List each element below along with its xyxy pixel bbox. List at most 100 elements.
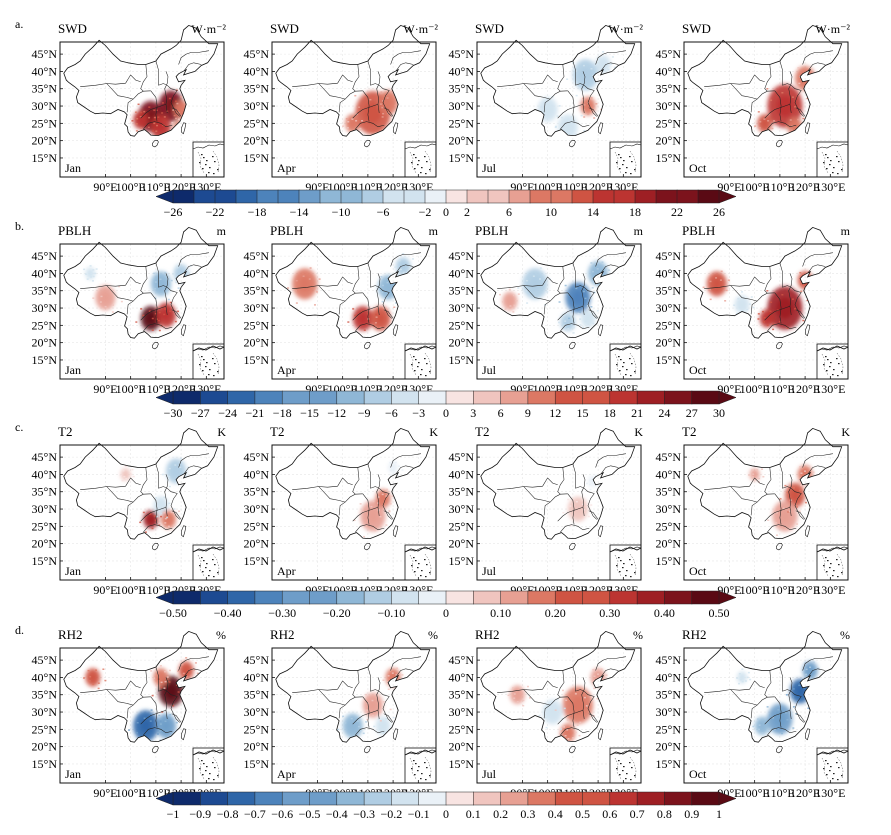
colorbar-segment	[636, 590, 665, 605]
colorbar-segment	[582, 390, 611, 405]
speckle	[564, 735, 567, 737]
speckle	[164, 522, 167, 524]
province-border	[171, 309, 182, 319]
speckle	[308, 278, 311, 280]
province-border	[774, 90, 782, 122]
speckle	[781, 732, 784, 735]
province-border	[807, 62, 826, 72]
province-border	[547, 276, 558, 285]
province-border	[140, 104, 167, 119]
speckle	[374, 322, 377, 324]
province-border	[342, 477, 353, 486]
speckle	[371, 714, 374, 717]
lon-tick-label: 90°E	[717, 180, 741, 194]
speckle	[572, 737, 575, 739]
inset-island	[823, 565, 825, 567]
province-border	[782, 285, 802, 293]
speckle	[766, 706, 769, 708]
province-border	[292, 276, 343, 289]
anomaly-core	[752, 471, 758, 478]
speckle	[139, 127, 142, 129]
china-outline	[480, 24, 636, 137]
speckle	[792, 696, 795, 698]
speckle	[750, 296, 753, 298]
colorbar-tick-label: 0	[443, 406, 449, 420]
speckle	[519, 686, 522, 689]
speckle	[359, 503, 362, 505]
lat-tick-label: 25°N	[244, 722, 270, 736]
colorbar-tick-label: −0.4	[326, 807, 348, 821]
colorbar-tick-label: 22	[671, 205, 683, 219]
colorbar-tick-label: 15	[577, 406, 589, 420]
colorbar-tick-label: 26	[713, 205, 725, 219]
inset-island	[829, 366, 831, 368]
lat-tick-label: 30°N	[32, 99, 58, 113]
province-border	[523, 689, 551, 706]
speckle	[773, 728, 776, 730]
inset-island	[825, 356, 827, 358]
province-border	[523, 83, 551, 100]
inset-island	[212, 762, 214, 764]
anomaly-core	[570, 695, 586, 715]
lat-tick-label: 20°N	[32, 537, 58, 551]
panel-unit: m	[841, 224, 851, 238]
province-border	[352, 306, 379, 321]
inset-island	[616, 162, 618, 164]
lat-tick-label: 20°N	[449, 336, 475, 350]
inset-island	[213, 173, 215, 175]
lat-tick-label: 35°N	[32, 284, 58, 298]
panel-variable: RH2	[475, 627, 500, 642]
speckle	[752, 473, 755, 475]
speckle	[353, 519, 356, 522]
inset-island	[415, 763, 417, 765]
month-label: Jan	[65, 564, 81, 578]
province-border	[143, 121, 173, 130]
inset-island	[833, 570, 835, 572]
speckle	[402, 271, 405, 274]
inset-dashline	[212, 553, 220, 577]
speckle	[163, 687, 166, 689]
colorbar-tick-label: −18	[248, 205, 267, 219]
speckle	[508, 288, 511, 291]
inset-island	[616, 565, 618, 567]
speckle	[374, 529, 377, 532]
inset-island	[202, 774, 204, 776]
speckle	[130, 473, 133, 476]
map-panel-rh2-jan: RH2 %Jan45°N40°N35°N30°N25°N20°N15°N90°E1…	[32, 627, 226, 800]
province-border	[802, 252, 833, 267]
speckle	[561, 717, 564, 720]
anomaly-core	[87, 270, 93, 277]
lat-tick-label: 15°N	[244, 757, 270, 771]
inset-island	[206, 362, 208, 364]
speckle	[167, 298, 170, 301]
province-border	[170, 493, 180, 520]
colorbar-segment	[336, 590, 365, 605]
province-border	[588, 510, 599, 520]
colorbar-tick-label: 6	[506, 205, 512, 219]
lat-tick-label: 40°N	[32, 467, 58, 481]
speckle	[153, 272, 156, 275]
speckle	[163, 116, 166, 118]
province-border	[126, 493, 151, 516]
province-border	[362, 292, 370, 324]
speckle	[137, 103, 140, 106]
taiwan-outline	[598, 324, 604, 337]
colorbar-segment	[664, 390, 693, 405]
colorbar-segment	[592, 189, 615, 204]
inset-island	[837, 779, 839, 781]
inset-island	[421, 167, 423, 169]
speckle	[513, 693, 516, 695]
inset-island	[420, 172, 422, 174]
inset-island	[425, 779, 427, 781]
inset-island	[414, 370, 416, 372]
south-china-sea-inset	[404, 747, 437, 784]
speckle	[761, 310, 764, 313]
speckle	[164, 670, 167, 673]
speckle	[582, 290, 585, 293]
speckle	[160, 515, 163, 518]
speckle	[148, 310, 151, 312]
speckle	[525, 289, 528, 292]
province-border	[557, 710, 584, 725]
province-border	[560, 524, 590, 533]
speckle	[748, 303, 751, 305]
